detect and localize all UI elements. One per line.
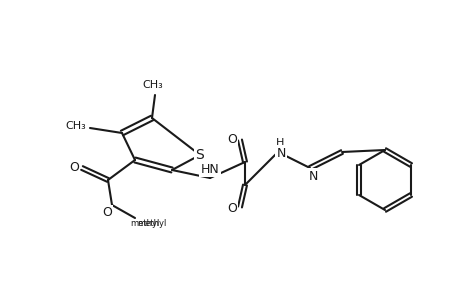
Text: methyl: methyl bbox=[137, 218, 166, 227]
Text: O: O bbox=[227, 202, 236, 214]
Text: N: N bbox=[276, 146, 285, 160]
Text: N: N bbox=[308, 169, 317, 182]
Text: CH₃: CH₃ bbox=[66, 121, 86, 131]
Text: O: O bbox=[69, 160, 79, 173]
Text: CH₃: CH₃ bbox=[142, 80, 163, 90]
Text: HN: HN bbox=[200, 163, 219, 176]
Text: H: H bbox=[275, 138, 284, 148]
Text: methyl: methyl bbox=[130, 220, 159, 229]
Text: S: S bbox=[195, 148, 204, 162]
Text: O: O bbox=[227, 133, 236, 146]
Text: O: O bbox=[102, 206, 112, 220]
